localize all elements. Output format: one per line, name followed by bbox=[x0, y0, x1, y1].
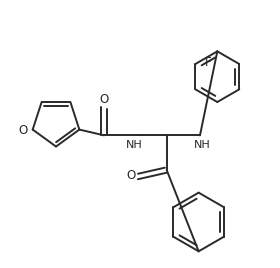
Text: O: O bbox=[19, 124, 28, 137]
Text: NH: NH bbox=[126, 140, 143, 150]
Text: O: O bbox=[127, 169, 136, 182]
Text: F: F bbox=[205, 56, 211, 69]
Text: O: O bbox=[99, 93, 109, 106]
Text: NH: NH bbox=[194, 140, 211, 150]
